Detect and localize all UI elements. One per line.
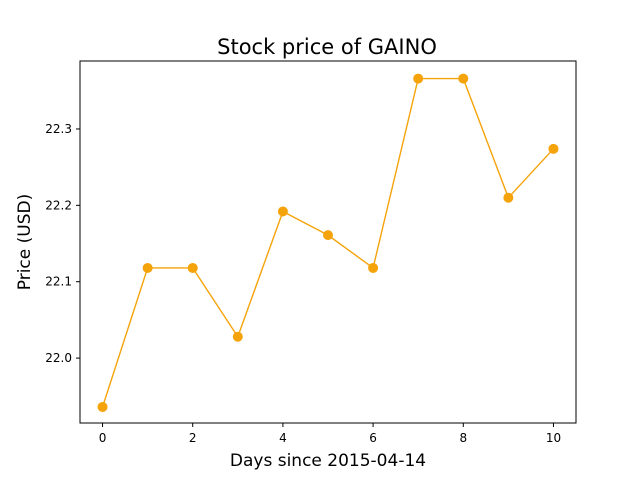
data-point [548, 143, 559, 154]
data-point [413, 73, 424, 84]
plot-frame [79, 60, 577, 424]
data-point [277, 206, 288, 217]
axes-layer: 0 2 4 6 8 10 22.0 22.1 22.2 22.3 [45, 60, 577, 445]
data-point [97, 401, 108, 412]
data-point [142, 262, 153, 273]
y-tick-label: 22.3 [45, 122, 72, 136]
x-tick-label: 6 [369, 431, 377, 445]
x-tick-label: 10 [546, 431, 561, 445]
chart-title: Stock price of GAINO [217, 35, 437, 59]
y-tick-label: 22.1 [45, 275, 72, 289]
x-tick-label: 8 [459, 431, 467, 445]
data-point [323, 230, 333, 241]
y-tick-label: 22.0 [45, 351, 72, 365]
data-point [232, 331, 243, 342]
data-point [187, 262, 198, 273]
series-layer [97, 73, 559, 412]
data-point [503, 192, 514, 203]
y-axis-label: Price (USD) [15, 194, 35, 290]
data-point [458, 73, 469, 84]
series-line [101, 77, 554, 408]
x-axis-label: Days since 2015-04-14 [230, 451, 426, 471]
y-tick-label: 22.2 [45, 198, 72, 212]
x-tick-label: 2 [189, 431, 197, 445]
x-tick-label: 0 [99, 431, 107, 445]
x-tick-label: 4 [279, 431, 287, 445]
data-point [368, 262, 379, 273]
